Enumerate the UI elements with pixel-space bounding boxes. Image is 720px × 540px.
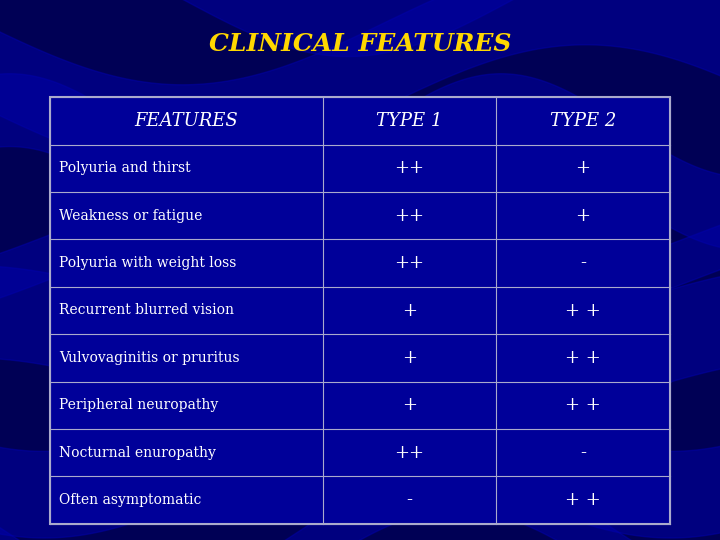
Bar: [496, 192, 670, 239]
Text: Peripheral neuropathy: Peripheral neuropathy: [59, 399, 218, 413]
Text: Nocturnal enuropathy: Nocturnal enuropathy: [59, 446, 216, 460]
Bar: [50, 97, 323, 145]
Text: +: +: [575, 159, 590, 177]
Bar: [496, 97, 670, 145]
Text: ++: ++: [395, 444, 425, 462]
Bar: [50, 429, 323, 476]
Bar: [323, 239, 496, 287]
Text: +: +: [402, 301, 417, 320]
Bar: [323, 382, 496, 429]
Bar: [496, 429, 670, 476]
Text: Often asymptomatic: Often asymptomatic: [59, 493, 202, 507]
Bar: [323, 476, 496, 524]
Text: CLINICAL FEATURES: CLINICAL FEATURES: [209, 32, 511, 56]
Bar: [323, 429, 496, 476]
Bar: [323, 287, 496, 334]
Text: -: -: [580, 254, 586, 272]
Bar: [496, 334, 670, 382]
Bar: [50, 192, 323, 239]
Bar: [50, 476, 323, 524]
Text: Recurrent blurred vision: Recurrent blurred vision: [59, 303, 234, 318]
Text: TYPE 2: TYPE 2: [550, 112, 616, 130]
Text: + +: + +: [565, 491, 600, 509]
Text: TYPE 1: TYPE 1: [377, 112, 443, 130]
Bar: [323, 97, 496, 145]
Text: + +: + +: [565, 349, 600, 367]
Bar: [496, 382, 670, 429]
Text: + +: + +: [565, 301, 600, 320]
Bar: [496, 239, 670, 287]
Text: Polyuria and thirst: Polyuria and thirst: [59, 161, 191, 176]
Bar: [496, 476, 670, 524]
Bar: [496, 145, 670, 192]
Bar: [323, 145, 496, 192]
Text: ++: ++: [395, 254, 425, 272]
Bar: [50, 97, 670, 524]
Bar: [50, 145, 323, 192]
Bar: [323, 334, 496, 382]
Text: Polyuria with weight loss: Polyuria with weight loss: [59, 256, 236, 270]
Text: Weakness or fatigue: Weakness or fatigue: [59, 208, 202, 222]
Text: +: +: [402, 349, 417, 367]
Bar: [323, 192, 496, 239]
Text: Vulvovaginitis or pruritus: Vulvovaginitis or pruritus: [59, 351, 240, 365]
Bar: [496, 287, 670, 334]
Text: -: -: [407, 491, 413, 509]
Text: FEATURES: FEATURES: [135, 112, 238, 130]
Bar: [50, 287, 323, 334]
Text: ++: ++: [395, 159, 425, 177]
Bar: [50, 239, 323, 287]
Text: + +: + +: [565, 396, 600, 414]
Text: +: +: [402, 396, 417, 414]
Bar: [50, 382, 323, 429]
Bar: [50, 334, 323, 382]
Text: ++: ++: [395, 207, 425, 225]
Text: +: +: [575, 207, 590, 225]
Text: -: -: [580, 444, 586, 462]
